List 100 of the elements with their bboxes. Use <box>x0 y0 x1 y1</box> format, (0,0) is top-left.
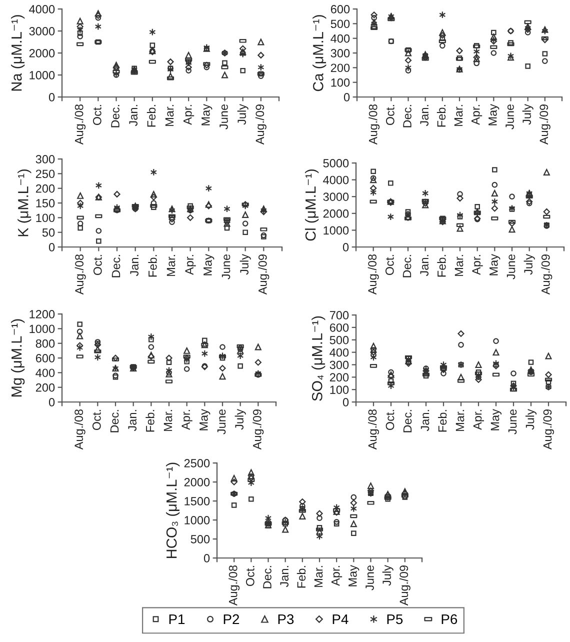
y-tick-label: 0 <box>342 243 349 252</box>
legend-label: P4 <box>332 614 348 624</box>
x-tick-label: Mar. <box>454 255 464 276</box>
y-tick-label: 1500 <box>184 497 210 506</box>
y-tick-label: 4000 <box>29 5 55 14</box>
y-tick-label: 400 <box>330 34 350 43</box>
y-tick-label: 200 <box>330 373 349 382</box>
y-axis-title: Na (μM.L⁻¹) <box>11 15 25 91</box>
legend-label: P6 <box>442 614 458 624</box>
y-tick-label: 700 <box>330 311 349 320</box>
x-tick-label: Mar. <box>454 105 463 126</box>
y-tick-label: 1000 <box>30 71 55 80</box>
x-tick-label: July <box>522 104 534 125</box>
y-tick-label: 600 <box>36 354 55 362</box>
y-tick-label: 1000 <box>324 226 349 235</box>
y-tick-label: 150 <box>36 199 55 208</box>
y-tick-label: 200 <box>330 64 350 72</box>
x-tick-label: Dec. <box>112 255 120 278</box>
x-tick-label: June <box>508 409 517 434</box>
y-tick-label: 4000 <box>323 176 349 184</box>
y-tick-label: 0 <box>48 93 55 102</box>
x-tick-label: Aug./08 <box>74 409 86 450</box>
x-tick-label: Feb. <box>436 105 446 127</box>
x-tick-label: Apr. <box>473 410 484 430</box>
y-tick-label: 200 <box>36 383 55 392</box>
y-axis-title: Ca (μM.L⁻¹) <box>312 15 326 92</box>
y-axis-title: K (μM.L⁻¹) <box>18 170 32 236</box>
x-tick-label: Mar. <box>165 105 174 126</box>
y-tick-label: 3000 <box>29 27 55 36</box>
x-tick-label: Oct. <box>385 255 394 276</box>
x-tick-label: Jan. <box>420 105 428 126</box>
x-tick-label: Aug./08 <box>368 254 379 295</box>
x-tick-label: Apr. <box>332 566 342 586</box>
x-tick-label: July <box>240 254 251 275</box>
y-tick-label: 100 <box>330 386 349 394</box>
x-tick-label: May <box>348 564 360 586</box>
legend-label: P1 <box>169 614 185 624</box>
y-tick-label: 500 <box>190 535 210 544</box>
x-tick-label: Mar. <box>314 566 323 587</box>
x-tick-label: May <box>202 104 212 126</box>
x-tick-label: Dec. <box>403 105 412 128</box>
x-tick-label: Dec. <box>263 566 272 588</box>
x-tick-label: Apr. <box>472 255 483 275</box>
x-tick-label: Dec. <box>402 255 412 278</box>
y-tick-label: 50 <box>42 228 55 237</box>
x-tick-label: Aug./08 <box>368 409 380 450</box>
x-tick-label: Feb. <box>146 410 154 432</box>
y-tick-label: 2000 <box>184 478 210 486</box>
x-tick-label: May <box>204 254 214 276</box>
x-tick-label: Jan. <box>130 255 138 276</box>
x-tick-label: June <box>217 409 226 434</box>
y-tick-label: 500 <box>330 20 350 28</box>
x-tick-label: July <box>237 104 248 125</box>
y-tick-label: 2500 <box>184 459 210 468</box>
x-tick-label: June <box>506 104 514 130</box>
x-tick-label: Oct. <box>386 410 394 430</box>
x-tick-label: Aug./09 <box>252 410 264 450</box>
legend-label: P5 <box>387 614 403 624</box>
x-tick-label: Oct. <box>92 105 102 126</box>
y-tick-label: 2000 <box>29 49 55 58</box>
y-axis-title: Mg (μM.L⁻¹) <box>11 319 25 396</box>
x-tick-label: July <box>234 408 246 430</box>
x-tick-label: July <box>382 564 394 586</box>
y-tick-label: 600 <box>330 5 350 14</box>
y-tick-label: 0 <box>344 93 350 102</box>
y-axis-title: HCO₃ (μM.L⁻¹) <box>166 462 180 558</box>
y-tick-label: 250 <box>36 170 55 178</box>
y-tick-label: 0 <box>204 554 210 562</box>
x-tick-label: May <box>490 408 502 430</box>
y-tick-label: 300 <box>330 49 350 58</box>
y-tick-label: 2000 <box>323 209 349 218</box>
x-tick-label: Jan. <box>420 255 428 276</box>
x-tick-label: Oct. <box>92 410 101 430</box>
x-tick-label: Oct. <box>93 255 102 276</box>
x-tick-label: Apr. <box>184 105 194 125</box>
y-axis-title: Cl (μM.L⁻¹) <box>305 170 319 241</box>
x-tick-label: Aug./09 <box>541 254 552 295</box>
x-tick-label: Aug./09 <box>255 104 266 145</box>
x-tick-label: Jan. <box>280 566 288 588</box>
x-tick-label: June <box>220 104 228 130</box>
y-tick-label: 0 <box>342 398 349 406</box>
x-tick-label: June <box>222 254 230 280</box>
x-tick-label: Dec. <box>110 410 119 432</box>
y-tick-label: 300 <box>36 155 55 164</box>
y-tick-label: 100 <box>331 78 350 87</box>
y-tick-label: 600 <box>330 323 349 332</box>
x-tick-label: July <box>524 254 535 275</box>
x-tick-label: Dec. <box>403 410 412 432</box>
y-tick-label: 300 <box>330 360 349 370</box>
x-tick-label: Feb. <box>438 410 447 432</box>
x-tick-label: Apr. <box>185 255 196 275</box>
x-tick-label: Apr. <box>182 410 192 430</box>
x-tick-label: Feb. <box>437 255 446 277</box>
x-tick-label: Dec. <box>111 105 120 128</box>
x-tick-label: Oct. <box>386 105 394 126</box>
y-tick-label: 500 <box>330 336 349 344</box>
legend-label: P2 <box>224 614 240 624</box>
y-tick-label: 800 <box>36 339 55 348</box>
y-tick-label: 400 <box>330 348 349 357</box>
y-axis-title: SO₄ (μM.L⁻¹) <box>312 316 326 401</box>
